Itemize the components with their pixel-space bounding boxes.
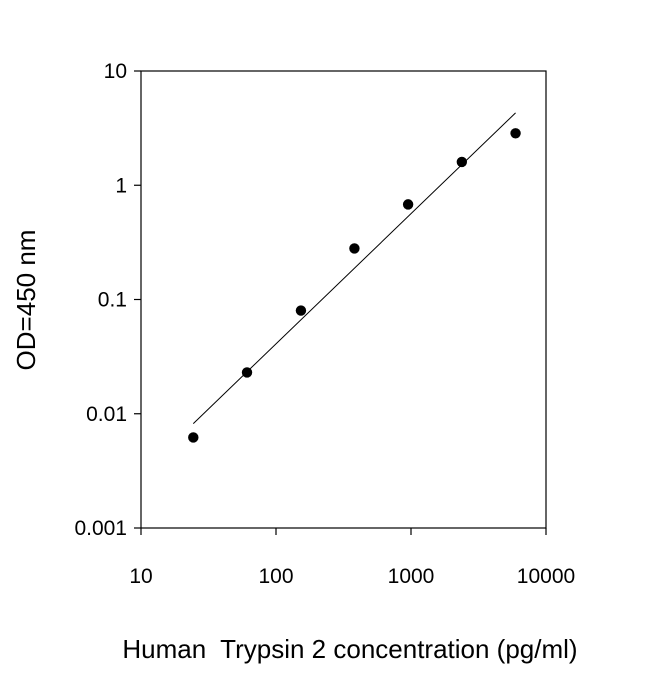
data-point [456, 156, 468, 168]
data-point [295, 305, 307, 316]
data-point [402, 199, 414, 210]
y-tick-label: 10 [104, 60, 127, 83]
y-tick-label: 0.001 [74, 517, 127, 540]
y-tick-label: 0.1 [98, 289, 127, 312]
plot-frame [140, 70, 547, 529]
data-point [188, 432, 199, 443]
data-points-layer [188, 128, 521, 443]
x-tick-label: 1000 [388, 565, 435, 588]
x-tick-label: 100 [258, 565, 293, 588]
data-point [510, 128, 521, 139]
x-axis-ticks: 10 100 1000 10000 [129, 528, 575, 588]
x-tick-label: 10000 [517, 565, 575, 588]
y-tick-label: 1 [115, 174, 127, 197]
fit-line-layer [192, 112, 516, 424]
x-tick-label: 10 [129, 565, 152, 588]
fit-line [192, 112, 516, 424]
y-axis-label: OD=450 nm [11, 230, 41, 371]
y-axis-ticks: 0.001 0.01 0.1 1 10 [74, 60, 141, 540]
data-point [349, 243, 360, 254]
data-point [241, 367, 253, 378]
y-tick-label: 0.01 [86, 403, 127, 426]
x-axis-label: Human Trypsin 2 concentration (pg/ml) [122, 634, 577, 664]
